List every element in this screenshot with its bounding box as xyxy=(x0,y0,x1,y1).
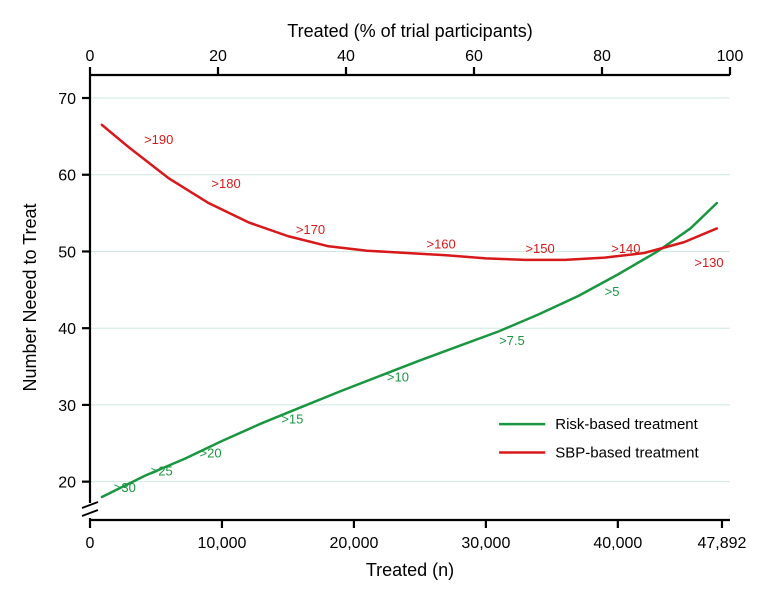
legend-label: SBP-based treatment xyxy=(555,444,699,461)
y-axis-label: Number Neeed to Treat xyxy=(20,203,40,391)
series-point-label: >160 xyxy=(426,237,455,252)
series-point-label: >170 xyxy=(296,222,325,237)
y-tick-label: 30 xyxy=(58,398,76,415)
x-top-label: Treated (% of trial participants) xyxy=(287,21,532,41)
y-tick-label: 50 xyxy=(58,244,76,261)
series-point-label: >150 xyxy=(525,241,554,256)
x-top-tick-label: 60 xyxy=(465,48,483,65)
x-bottom-tick-label: 10,000 xyxy=(197,535,246,552)
series-point-label: >15 xyxy=(281,411,303,426)
y-tick-label: 20 xyxy=(58,475,76,492)
x-bottom-tick-label: 20,000 xyxy=(329,535,378,552)
x-bottom-label: Treated (n) xyxy=(366,560,454,580)
x-top-tick-label: 80 xyxy=(593,48,611,65)
y-tick-label: 40 xyxy=(58,321,76,338)
y-tick-label: 70 xyxy=(58,91,76,108)
chart-container: 0 10,000 20,000 30,000 40,000 47,892 Treated (… xyxy=(0,0,764,596)
x-top-tick-label: 0 xyxy=(86,48,95,65)
series-point-label: >140 xyxy=(611,241,640,256)
series-point-label: >20 xyxy=(200,445,222,460)
y-tick-label: 60 xyxy=(58,168,76,185)
series-point-label: >180 xyxy=(211,176,240,191)
series-point-label: >190 xyxy=(144,132,173,147)
nnt-chart: 0 10,000 20,000 30,000 40,000 47,892 Treated (… xyxy=(0,0,764,596)
x-bottom-tick-label: 0 xyxy=(86,535,95,552)
series-point-label: >25 xyxy=(151,464,173,479)
x-bottom-tick-label: 40,000 xyxy=(593,535,642,552)
x-top-tick-label: 100 xyxy=(717,48,744,65)
x-top-tick-label: 40 xyxy=(337,48,355,65)
series-point-label: >7.5 xyxy=(499,333,525,348)
series-point-label: >30 xyxy=(114,480,136,495)
x-bottom-tick-label: 47,892 xyxy=(698,535,747,552)
series-point-label: >5 xyxy=(605,284,620,299)
series-point-label: >130 xyxy=(694,255,723,270)
series-point-label: >10 xyxy=(387,369,409,384)
x-bottom-tick-label: 30,000 xyxy=(461,535,510,552)
x-top-tick-label: 20 xyxy=(209,48,227,65)
legend-label: Risk-based treatment xyxy=(555,416,698,433)
